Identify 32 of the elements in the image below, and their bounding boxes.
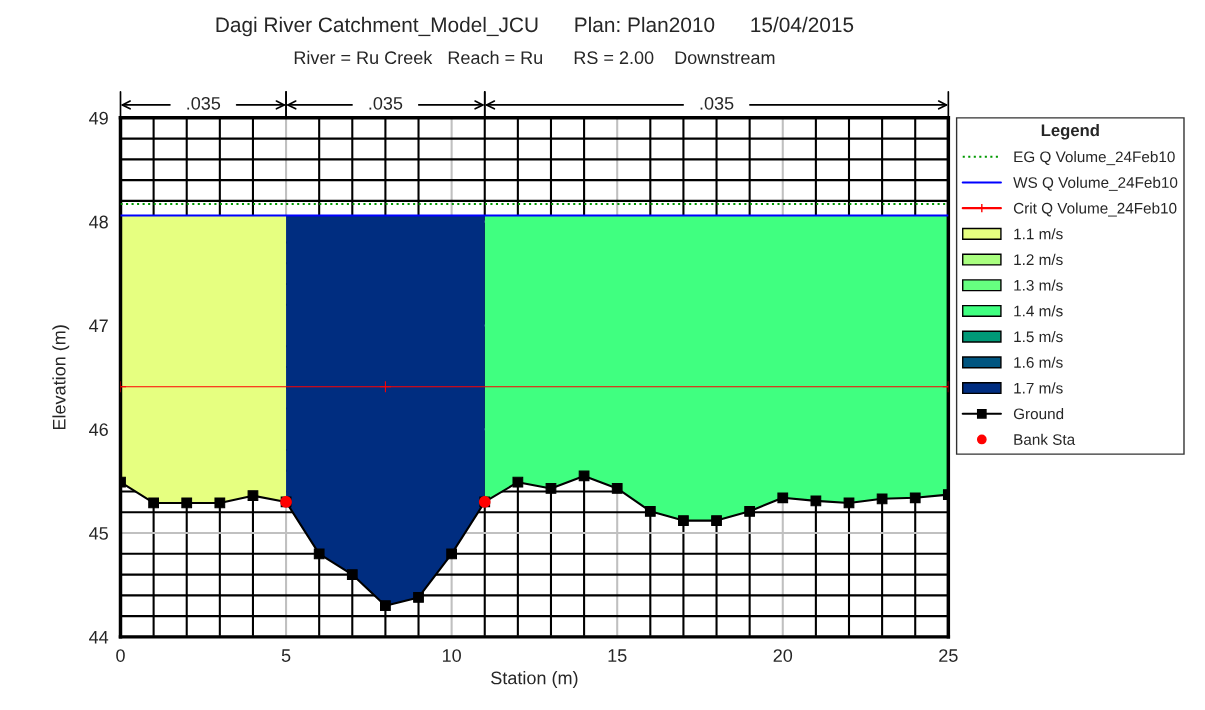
y-tick-label: 45 (89, 527, 108, 540)
x-tick-label: 10 (442, 649, 461, 662)
legend-label: 1.1 m/s (1014, 228, 1063, 240)
y-tick-label: 44 (89, 630, 109, 644)
legend-label: Bank Sta (1014, 433, 1076, 445)
y-tick-label: 46 (89, 423, 108, 436)
x-axis-title: Station (m) (491, 671, 578, 688)
x-tick-label: 25 (939, 649, 958, 662)
x-tick-label: 5 (281, 649, 291, 662)
legend-label: 1.3 m/s (1014, 279, 1063, 291)
legend-label: EG Q Volume_24Feb10 (1014, 151, 1175, 166)
legend-label: Ground (1013, 408, 1064, 420)
chart-title: Dagi River Catchment_Model_JCU Plan: Plan2010 15/04/2015 (216, 16, 854, 37)
legend-label: 1.5 m/s (1014, 330, 1063, 343)
chart-subtitle: River = Ru Creek Reach = Ru RS = 2.00 Downstream (294, 50, 775, 65)
y-tick-label: 49 (89, 111, 108, 125)
y-tick-label: 48 (89, 215, 108, 229)
text: .035 (700, 96, 734, 110)
text: .035 (369, 96, 403, 110)
legend-label: Crit Q Volume_24Feb10 (1013, 202, 1177, 217)
text: .035 (187, 96, 221, 110)
y-axis-title: Elevation (m) (52, 325, 70, 430)
legend-label: 1.7 m/s (1014, 382, 1063, 394)
y-tick-label: 47 (89, 319, 108, 333)
legend-label: 1.6 m/s (1014, 356, 1063, 368)
legend-title: Legend (1041, 123, 1099, 140)
legend-label: 1.4 m/s (1014, 305, 1063, 317)
legend-label: 1.2 m/s (1014, 253, 1063, 266)
x-tick-label: 15 (608, 649, 627, 662)
x-tick-label: 20 (773, 649, 793, 662)
legend-label: WS Q Volume_24Feb10 (1013, 176, 1178, 191)
x-tick-label: 0 (116, 649, 125, 662)
